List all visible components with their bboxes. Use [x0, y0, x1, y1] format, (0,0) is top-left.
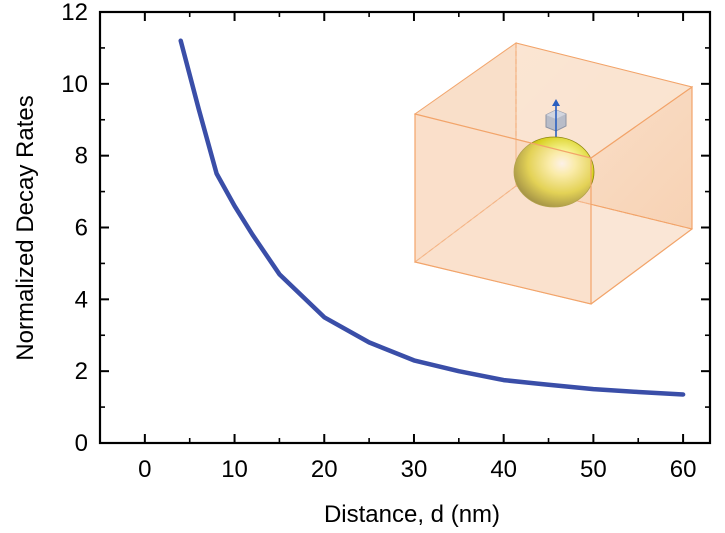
inset-illustration	[413, 42, 694, 305]
x-axis-tick-labels: 0 10 20 30 40 50 60	[138, 456, 696, 483]
x-tick-label: 40	[490, 456, 517, 483]
series-layer	[178, 38, 686, 397]
y-tick-label: 6	[75, 215, 88, 242]
inset-gold-sphere	[513, 136, 595, 208]
x-tick-label: 50	[580, 456, 607, 483]
y-axis-title: Normalized Decay Rates	[12, 95, 39, 360]
y-tick-label: 0	[75, 430, 88, 457]
y-axis-tick-labels: 0 2 4 6 8 10 12	[61, 0, 88, 457]
x-tick-label: 60	[670, 456, 697, 483]
y-tick-label: 2	[75, 358, 88, 385]
y-tick-label: 10	[61, 71, 88, 98]
x-tick-label: 20	[311, 456, 338, 483]
x-tick-label: 10	[221, 456, 248, 483]
x-axis-ticks	[143, 12, 685, 443]
series-line-0	[178, 38, 686, 397]
x-axis-title: Distance, d (nm)	[324, 501, 500, 528]
y-axis-ticks	[100, 11, 710, 444]
x-tick-label: 30	[401, 456, 428, 483]
y-tick-label: 12	[61, 0, 88, 26]
y-tick-label: 4	[75, 286, 88, 313]
y-tick-label: 8	[75, 143, 88, 170]
x-tick-label: 0	[138, 456, 151, 483]
